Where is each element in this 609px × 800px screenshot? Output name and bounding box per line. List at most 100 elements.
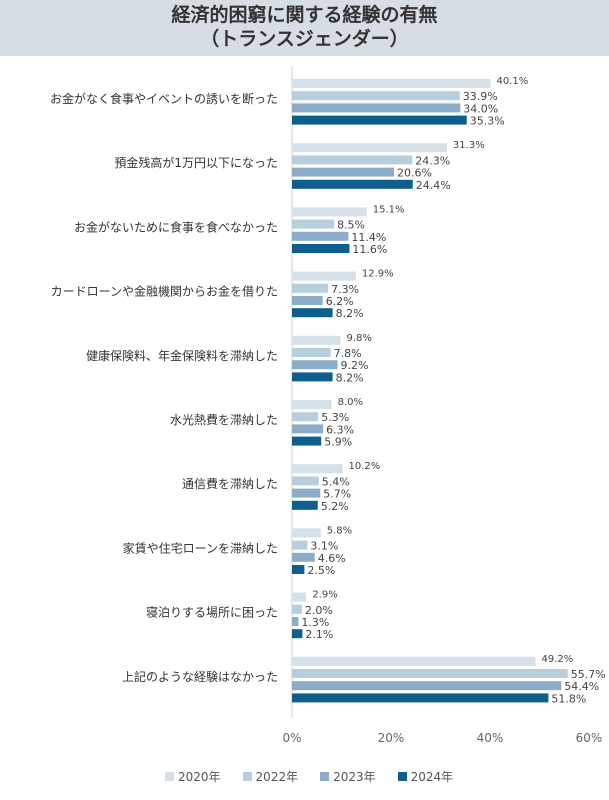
- bar: [292, 488, 321, 498]
- bar: [292, 283, 329, 293]
- legend-swatch: [165, 772, 174, 781]
- legend-label: 2024年: [410, 770, 454, 784]
- data-label: 5.7%: [323, 488, 351, 501]
- data-label: 7.8%: [334, 347, 362, 360]
- data-label: 7.3%: [331, 283, 359, 296]
- data-label: 3.1%: [310, 540, 338, 553]
- category-label: カードローンや金融機関からお金を借りた: [51, 284, 278, 299]
- bar: [292, 103, 461, 113]
- bar: [292, 592, 307, 602]
- bar: [292, 335, 341, 345]
- data-label: 2.9%: [312, 590, 337, 601]
- x-tick-label: 20%: [378, 731, 405, 745]
- bar: [292, 629, 303, 639]
- legend-item: 2024年: [397, 768, 454, 785]
- bar: [292, 424, 324, 434]
- legend-swatch: [242, 772, 252, 781]
- data-label: 24.3%: [415, 154, 450, 167]
- data-label: 5.8%: [327, 525, 352, 536]
- x-tick-label: 40%: [477, 731, 504, 745]
- bar: [292, 115, 467, 125]
- bar: [292, 179, 413, 189]
- data-label: 2.1%: [305, 628, 333, 641]
- legend-label: 2020年: [178, 770, 221, 784]
- data-label: 8.0%: [338, 397, 363, 408]
- bar: [292, 372, 333, 382]
- x-tick-label: 60%: [576, 731, 603, 745]
- bar: [292, 500, 318, 510]
- data-label: 10.2%: [348, 461, 380, 472]
- data-label: 15.1%: [373, 204, 405, 215]
- legend-swatch: [320, 772, 330, 781]
- category-label: お金がないために食事を食べなかった: [74, 219, 278, 234]
- chart-title-line-2: （トランスジェンダー）: [200, 28, 409, 50]
- category-label: 家賃や住宅ローンを滞納した: [123, 540, 278, 555]
- bar: [292, 656, 536, 666]
- data-label: 24.4%: [416, 179, 451, 192]
- bar: [292, 207, 367, 217]
- bar: [292, 604, 302, 614]
- x-tick-label: 0%: [282, 731, 301, 745]
- bar: [292, 412, 319, 422]
- data-label: 8.2%: [336, 371, 364, 384]
- bar: [292, 617, 299, 626]
- bar: [292, 360, 338, 370]
- bar: [292, 565, 305, 574]
- data-label: 8.5%: [337, 219, 365, 232]
- legend-label: 2023年: [333, 770, 376, 784]
- bar: [292, 528, 321, 538]
- bar: [292, 681, 562, 691]
- data-label: 6.3%: [326, 423, 354, 436]
- bar: [292, 552, 315, 562]
- legend: 2020年 2022年 2023年 2024年: [165, 768, 453, 785]
- bar: [292, 540, 308, 550]
- legend-item: 2022年: [242, 768, 298, 785]
- category-label: 健康保険料、年金保険料を滞納した: [86, 348, 278, 363]
- bar: [292, 308, 333, 318]
- bar: [292, 155, 413, 165]
- data-label: 12.9%: [362, 269, 394, 280]
- legend-item: 2020年: [165, 768, 221, 785]
- legend-swatch: [397, 772, 407, 781]
- chart-title-line-1: 経済的困窮に関する経験の有無: [171, 4, 438, 26]
- data-label: 9.8%: [347, 333, 372, 344]
- bar: [292, 464, 343, 474]
- bar: [292, 143, 447, 153]
- bar: [292, 231, 349, 241]
- bar-chart: お金がなく食事やイベントの誘いを断った 40.1% 33.9%34.0%35.3% 預…: [50, 66, 606, 745]
- data-label: 55.7%: [571, 668, 606, 681]
- data-label: 2.5%: [307, 564, 335, 577]
- data-label: 5.9%: [324, 436, 352, 449]
- bar: [292, 271, 356, 281]
- category-label: 水光熱費を滞納した: [170, 412, 278, 427]
- category-label: 預金残高が1万円以下になった: [114, 155, 278, 170]
- bar: [292, 669, 568, 678]
- data-label: 49.2%: [542, 654, 574, 665]
- data-label: 54.4%: [564, 680, 599, 693]
- data-label: 33.9%: [463, 90, 498, 103]
- bar: [292, 167, 394, 177]
- data-label: 11.4%: [351, 231, 386, 244]
- data-label: 2.0%: [305, 604, 333, 617]
- chart-title: 経済的困窮に関する経験の有無 （トランスジェンダー）: [0, 0, 609, 56]
- category-label: お金がなく食事やイベントの誘いを断った: [50, 91, 278, 106]
- bar: [292, 436, 322, 446]
- data-label: 40.1%: [496, 76, 528, 87]
- data-label: 5.3%: [321, 411, 349, 424]
- data-label: 5.4%: [322, 475, 350, 488]
- data-label: 51.8%: [551, 692, 586, 705]
- data-label: 5.2%: [321, 500, 349, 513]
- legend-item: 2023年: [320, 768, 376, 785]
- data-label: 4.6%: [318, 552, 346, 565]
- data-label: 9.2%: [341, 359, 369, 372]
- bar: [292, 244, 350, 253]
- data-label: 11.6%: [352, 243, 387, 256]
- data-label: 35.3%: [470, 115, 505, 128]
- bar: [292, 400, 332, 409]
- data-label: 31.3%: [453, 140, 485, 151]
- bar: [292, 296, 323, 305]
- bar: [292, 79, 491, 88]
- data-label: 8.2%: [336, 307, 364, 320]
- category-label: 通信費を滞納した: [182, 476, 278, 491]
- bar: [292, 348, 331, 357]
